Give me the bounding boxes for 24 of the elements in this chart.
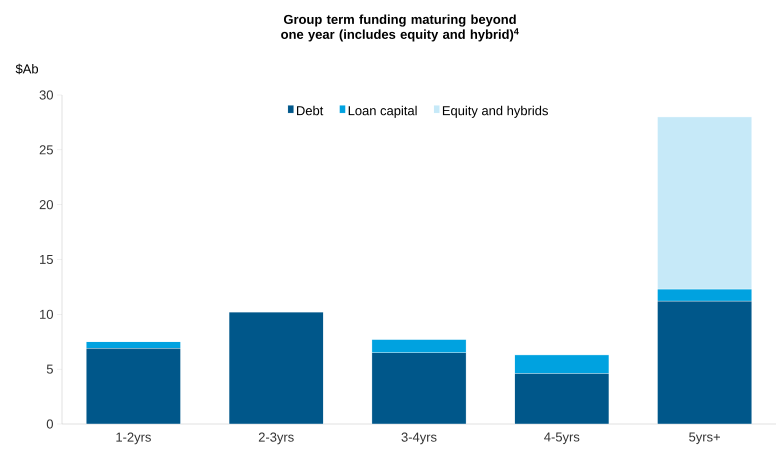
y-axis-title: $Ab (16, 64, 38, 74)
bar (657, 300, 752, 424)
y-tick-label: 5 (46, 364, 53, 374)
x-tick-label: 2-3yrs (258, 432, 294, 444)
y-tick-label: 20 (40, 200, 53, 210)
x-tick-label: 1-2yrs (116, 432, 151, 444)
bar (228, 312, 324, 424)
bar (372, 339, 466, 353)
bar (514, 354, 610, 374)
chart-title: Group term funding maturing beyond one year (includes equity and hybrid)$^{4}$ (281, 14, 519, 42)
y-tick-label: 0 (46, 419, 53, 429)
x-tick-label: 5yrs+ (689, 432, 720, 444)
y-tick-label: 15 (40, 254, 53, 264)
legend-label: Equity and hybrids (442, 106, 548, 118)
bar (514, 373, 610, 424)
legend-label: Debt (297, 106, 324, 116)
legend-label: Loan capital (348, 106, 417, 118)
bar (372, 352, 466, 424)
x-tick-label: 4-5yrs (544, 432, 580, 444)
x-tick-label: 3-4yrs (402, 432, 437, 444)
y-tick-label: 30 (40, 90, 53, 100)
bar (86, 348, 181, 424)
y-tick-label: 10 (40, 310, 53, 319)
y-tick-label: 25 (40, 145, 53, 154)
